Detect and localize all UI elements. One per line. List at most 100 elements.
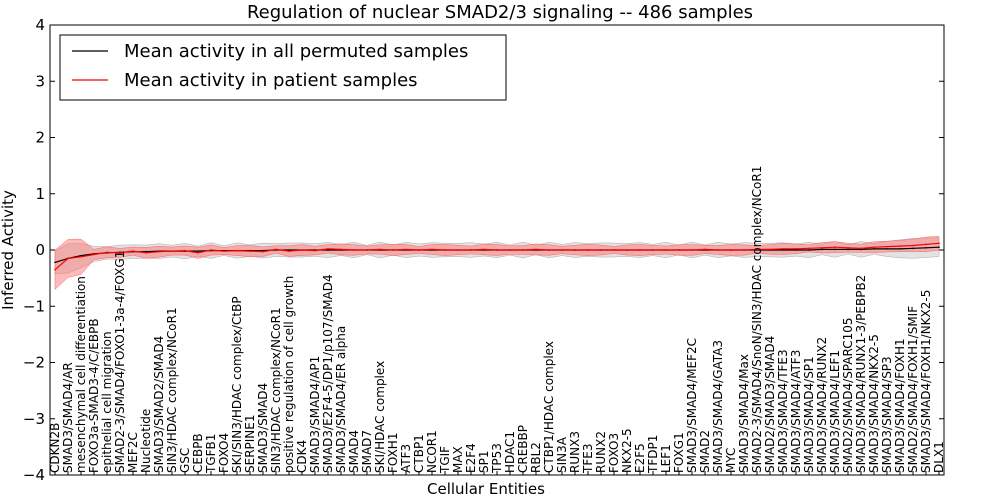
data-point bbox=[821, 246, 823, 249]
x-tick-label: MAX bbox=[451, 446, 465, 473]
data-point bbox=[80, 255, 82, 258]
x-tick-label: TFE3 bbox=[581, 444, 595, 474]
data-point bbox=[392, 249, 394, 251]
data-point bbox=[912, 244, 914, 247]
data-point bbox=[535, 248, 537, 251]
data-point bbox=[223, 250, 225, 252]
x-tick-label: RUNX2 bbox=[594, 431, 608, 473]
data-point bbox=[665, 249, 667, 251]
x-tick-label: E2F4 bbox=[464, 443, 478, 473]
data-point bbox=[353, 249, 355, 251]
x-tick-label: SMAD2-3/SMAD4/FOXO1-3a-4/FOXG1 bbox=[113, 251, 127, 473]
data-point bbox=[184, 249, 186, 252]
x-tick-label: SMAD3/SMAD4/ER alpha bbox=[334, 326, 348, 473]
x-tick-label: SP1 bbox=[477, 451, 491, 474]
data-point bbox=[860, 248, 862, 251]
x-tick-label: SIN3A bbox=[555, 436, 569, 473]
x-tick-label: SIN3/HDAC complex/NCoR1 bbox=[269, 307, 283, 473]
y-tick-label: −1 bbox=[23, 297, 45, 315]
y-axis-title: Inferred Activity bbox=[0, 190, 17, 310]
data-point bbox=[873, 246, 875, 248]
x-tick-label: FOXG1 bbox=[672, 432, 686, 473]
x-tick-label: FOXO3a-SMAD3-4/C/EBPB bbox=[87, 318, 101, 473]
x-tick-label: ATF3 bbox=[399, 444, 413, 473]
data-point bbox=[938, 246, 940, 248]
data-point bbox=[483, 248, 485, 251]
data-point bbox=[54, 261, 56, 264]
data-point bbox=[158, 250, 160, 253]
data-point bbox=[808, 249, 810, 251]
x-tick-label: TGIF bbox=[438, 446, 452, 474]
x-tick-label: SMAD2/SMAD3/SMAD4 bbox=[763, 336, 777, 473]
x-tick-label: NKX2-5 bbox=[620, 428, 634, 473]
x-tick-label: GSC bbox=[178, 448, 192, 473]
data-point bbox=[262, 249, 264, 252]
data-point bbox=[743, 249, 745, 251]
x-tick-label: Nucleotide bbox=[139, 409, 153, 473]
data-point bbox=[249, 250, 251, 252]
x-tick-label: CTBP1/HDAC complex bbox=[542, 341, 556, 473]
x-tick-label: SMAD2-3/SMAD4/SnoN/SIN3/HDAC complex/NCo… bbox=[750, 166, 764, 473]
x-tick-label: FOXO3 bbox=[607, 433, 621, 473]
x-tick-label: SMAD3/SMAD4/RUNX1-3/PEBPB2 bbox=[854, 275, 868, 473]
data-point bbox=[93, 253, 95, 256]
x-tick-label: SMAD3/SMAD4/LEF1 bbox=[828, 350, 842, 473]
data-point bbox=[795, 248, 797, 250]
data-point bbox=[288, 250, 290, 252]
data-point bbox=[691, 249, 693, 251]
data-point bbox=[756, 248, 758, 251]
chart-title: Regulation of nuclear SMAD2/3 signaling … bbox=[247, 2, 753, 23]
x-tick-label: SMAD4 bbox=[347, 430, 361, 473]
data-point bbox=[145, 252, 147, 254]
data-point bbox=[704, 248, 706, 251]
data-point bbox=[886, 245, 888, 248]
data-point bbox=[925, 243, 927, 246]
x-tick-label: SMAD3/SMAD4/MEF2C bbox=[685, 338, 699, 473]
x-tick-label: DLX1 bbox=[932, 441, 946, 473]
x-tick-label: SMAD3/SMAD4/SP3 bbox=[880, 356, 894, 473]
x-tick-label: SMAD3/SMAD4/FOXH1 bbox=[893, 338, 907, 473]
x-tick-label: MYC bbox=[724, 448, 738, 473]
y-tick-label: −2 bbox=[23, 354, 45, 372]
x-tick-label: SMAD2 bbox=[698, 430, 712, 473]
data-point bbox=[717, 249, 719, 251]
x-tick-label: CREBBP bbox=[516, 425, 530, 473]
x-tick-label: CDK4 bbox=[295, 440, 309, 473]
data-point bbox=[730, 249, 732, 251]
data-point bbox=[886, 248, 888, 250]
x-tick-label: SMAD3/SMAD4/AR bbox=[61, 362, 75, 473]
legend: Mean activity in all permuted samples Me… bbox=[59, 34, 507, 101]
x-tick-label: SMAD3/SMAD4/NKX2-5 bbox=[867, 334, 881, 473]
data-point bbox=[119, 252, 121, 254]
x-tick-label: E2F5 bbox=[633, 443, 647, 473]
x-tick-label: SMAD3/SMAD4/Max bbox=[737, 354, 751, 473]
data-point bbox=[834, 246, 836, 248]
data-point bbox=[405, 248, 407, 251]
y-tick-label: 1 bbox=[35, 185, 45, 203]
data-point bbox=[236, 249, 238, 252]
y-tick-label: −3 bbox=[23, 410, 45, 428]
data-point bbox=[80, 254, 82, 257]
data-point bbox=[912, 247, 914, 250]
x-tick-label: SMAD3/SMAD4/FOXH1/NKX2-5 bbox=[919, 290, 933, 473]
data-point bbox=[548, 249, 550, 251]
data-point bbox=[821, 248, 823, 251]
x-tick-label: SMAD2/SMAD4/FOXH1/SMIF bbox=[906, 306, 920, 473]
x-tick-label: positive regulation of cell growth bbox=[282, 276, 296, 473]
x-tick-label: SMAD3/SMAD4/SP1 bbox=[802, 356, 816, 473]
data-point bbox=[600, 249, 602, 251]
x-tick-label: SMAD3/SMAD2/SMAD4 bbox=[152, 336, 166, 473]
x-tick-label: TFDP1 bbox=[646, 435, 660, 474]
data-point bbox=[613, 249, 615, 251]
x-tick-label: SKI/HDAC complex bbox=[373, 361, 387, 473]
data-point bbox=[925, 246, 927, 249]
y-tick-label: 0 bbox=[35, 241, 45, 259]
data-point bbox=[769, 248, 771, 251]
data-point bbox=[106, 251, 108, 254]
data-point bbox=[561, 249, 563, 251]
data-point bbox=[171, 250, 173, 252]
data-point bbox=[795, 249, 797, 251]
data-point bbox=[132, 250, 134, 252]
x-tick-label: SIN3/HDAC complex/NCoR1 bbox=[165, 307, 179, 473]
